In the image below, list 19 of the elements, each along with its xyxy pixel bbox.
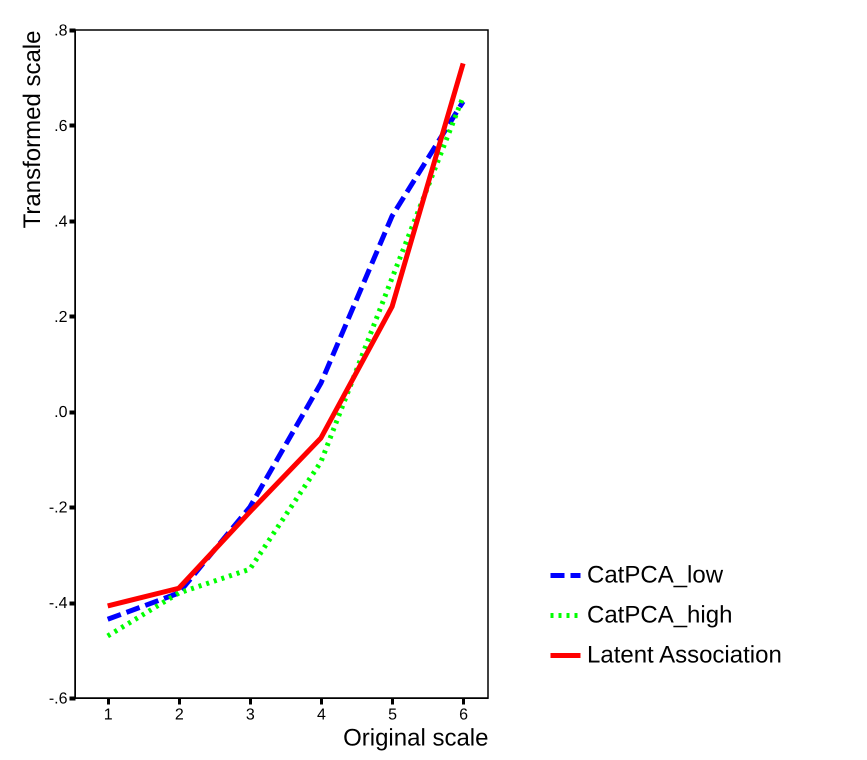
y-tick-label: .2 (54, 308, 68, 326)
x-tick-label: 4 (317, 706, 326, 724)
x-axis-title: Original scale (343, 724, 488, 752)
legend-label: Latent Association (587, 642, 782, 668)
legend-label: CatPCA_high (587, 602, 732, 628)
x-tick-label: 2 (174, 706, 184, 724)
y-axis-title: Transformed scale (18, 30, 46, 228)
y-tick-label: -.4 (48, 595, 68, 612)
x-tick-label: 3 (246, 706, 255, 724)
x-tick-label: 5 (388, 706, 398, 724)
y-tick-label: -.2 (48, 500, 68, 517)
x-tick-label: 1 (104, 706, 113, 724)
y-tick-label: .4 (54, 213, 68, 230)
y-tick-label: .0 (54, 404, 68, 422)
y-tick-label: .8 (54, 22, 68, 40)
legend-label: CatPCA_low (587, 562, 724, 588)
x-tick-label: 6 (459, 706, 468, 724)
y-tick-label: .6 (54, 118, 68, 135)
y-tick-label: -.6 (48, 690, 68, 708)
